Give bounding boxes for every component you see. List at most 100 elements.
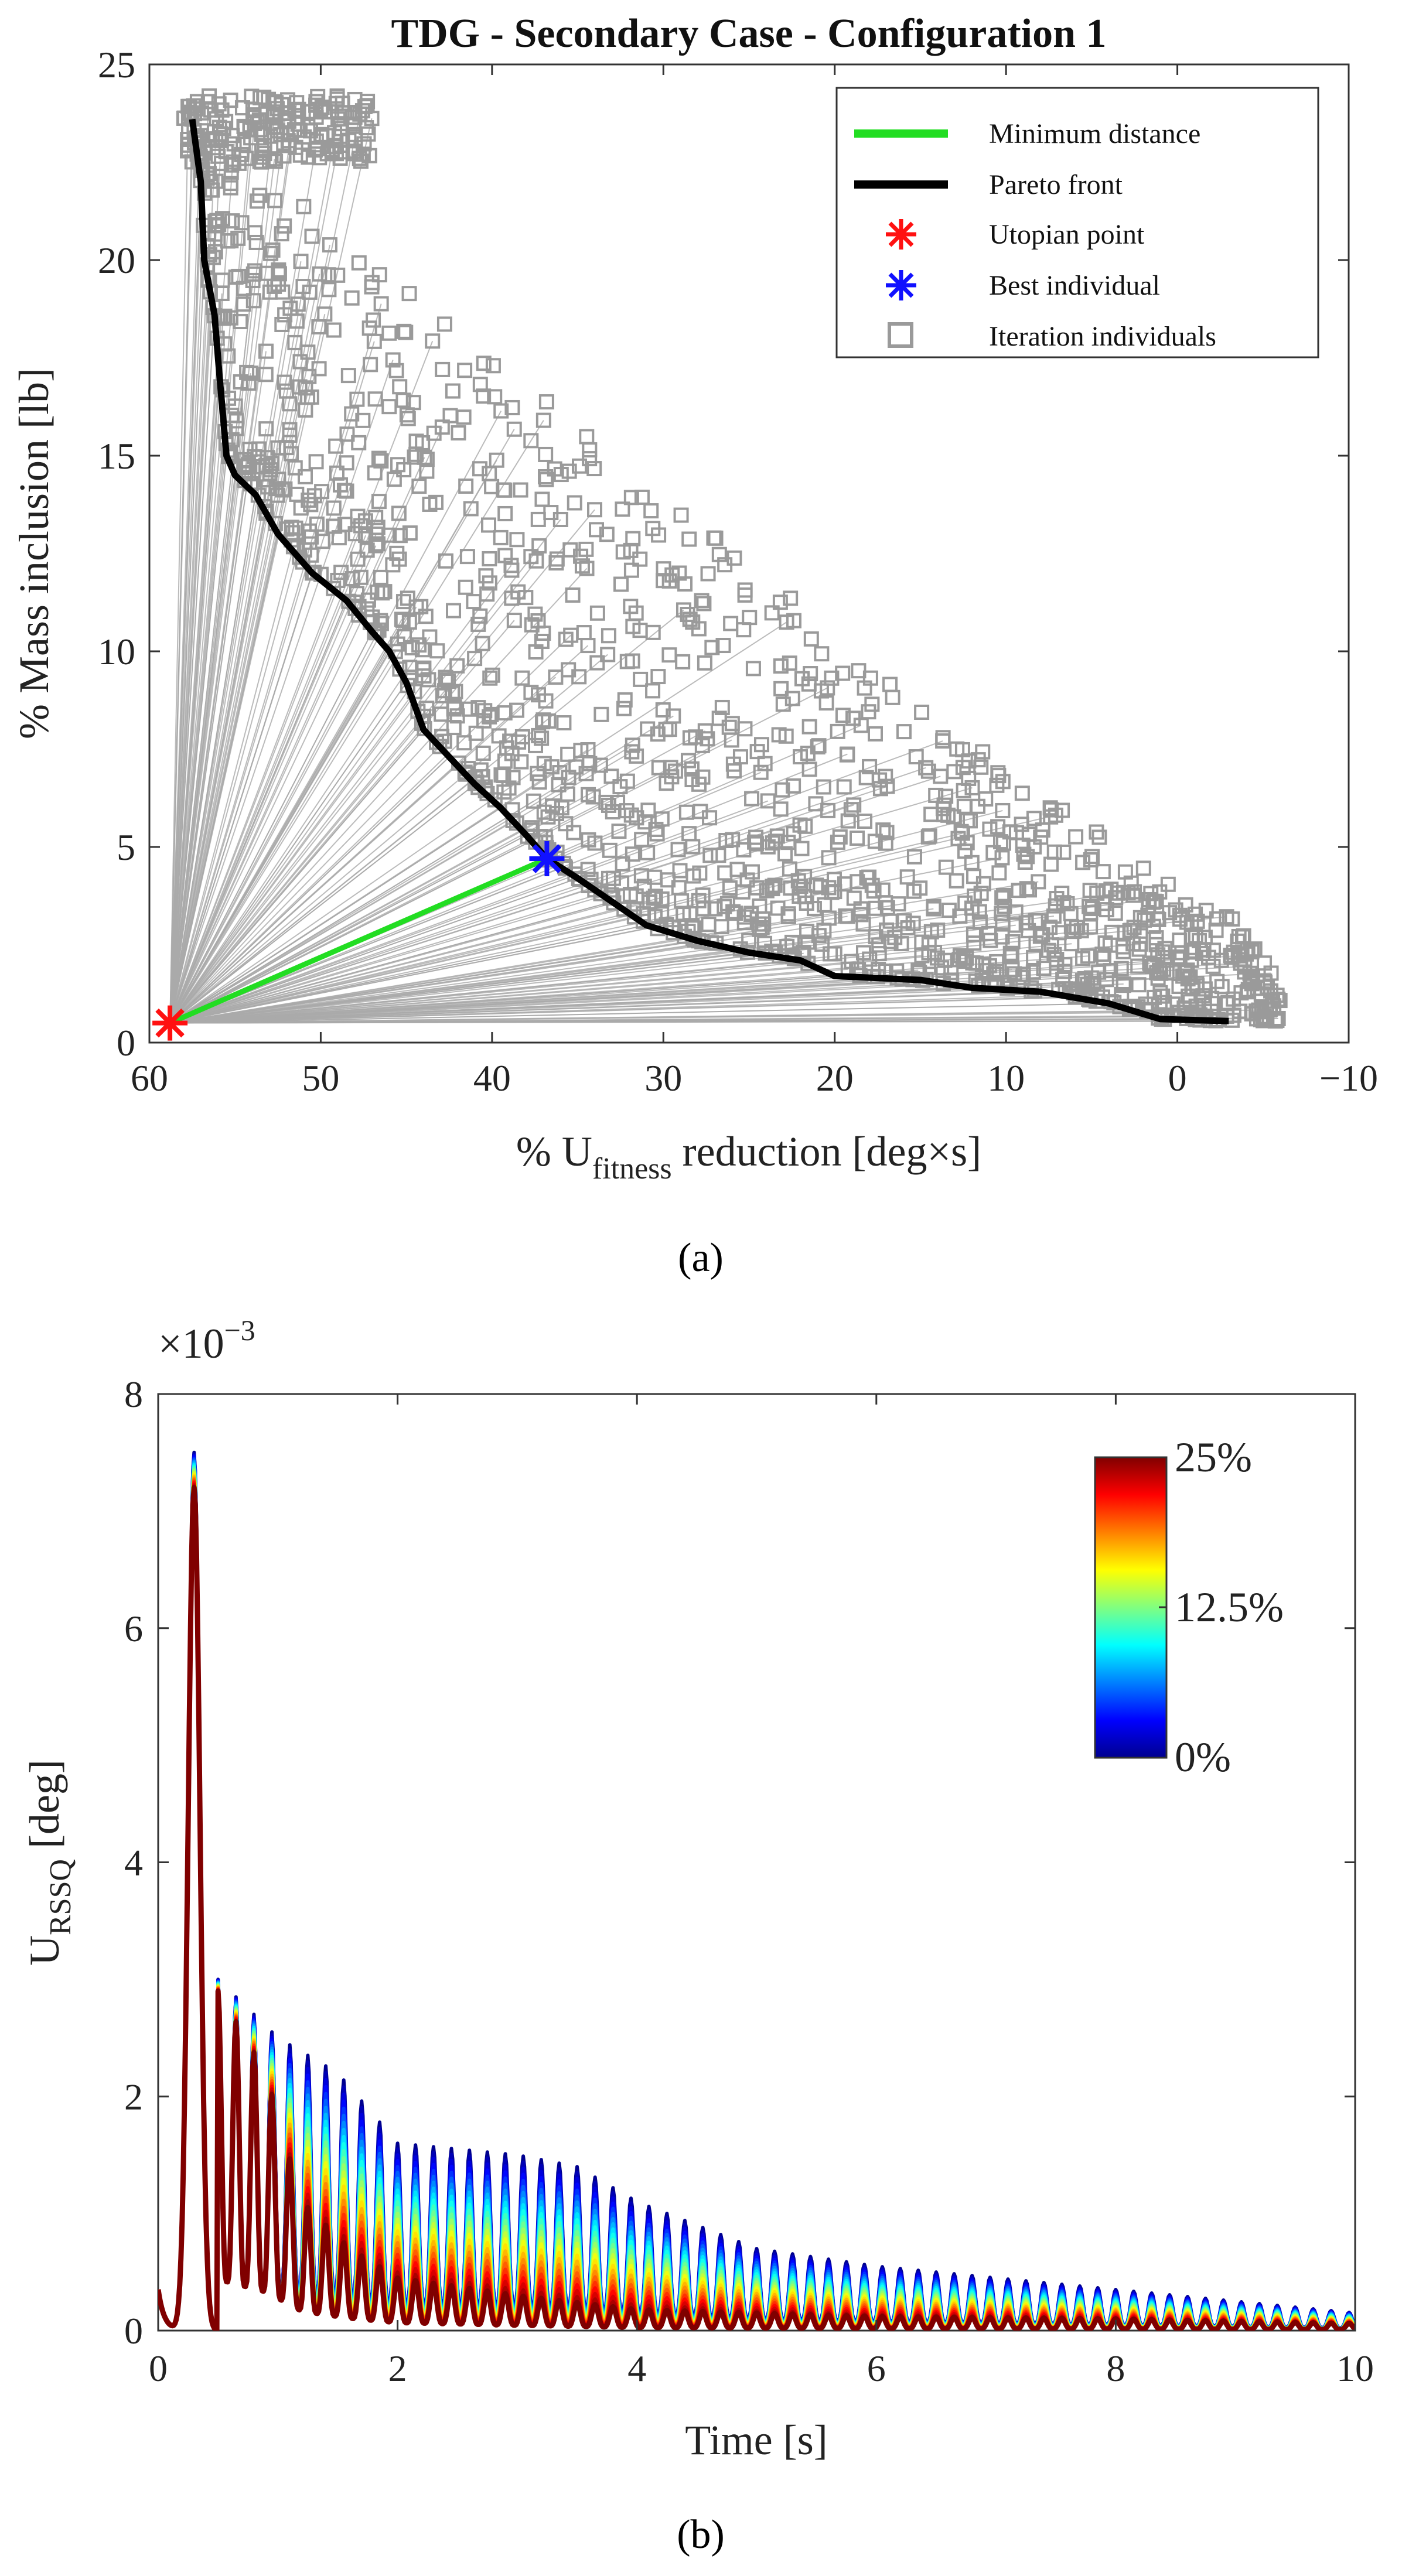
- iteration-individual-point: [1098, 883, 1114, 899]
- iteration-individual-point: [1015, 966, 1031, 982]
- iteration-individual-point: [214, 286, 230, 302]
- iteration-individual-point: [220, 348, 236, 364]
- ray-line: [170, 996, 1084, 1024]
- iteration-individual-point: [241, 375, 257, 391]
- iteration-individual-point: [434, 729, 450, 744]
- x-tick-label: 20: [816, 1057, 854, 1099]
- iteration-individual-point: [1046, 908, 1062, 924]
- y-tick-label: 25: [98, 44, 135, 86]
- iteration-individual-point: [407, 449, 422, 465]
- iteration-individual-point: [526, 793, 541, 809]
- iteration-individual-point: [857, 814, 873, 829]
- iteration-individual-point: [271, 276, 286, 292]
- ray-line: [169, 940, 698, 1024]
- iteration-individual-point: [840, 813, 856, 829]
- iteration-individual-point: [392, 379, 408, 395]
- iteration-individual-point: [1198, 903, 1214, 918]
- x-tick-label: 0: [1168, 1057, 1187, 1099]
- iteration-individual-point: [764, 605, 780, 621]
- iteration-individual-point: [938, 859, 954, 875]
- ray-line: [169, 636, 431, 1024]
- iteration-individual-point: [320, 267, 336, 283]
- legend-iteration-individuals-marker: [888, 322, 913, 348]
- iteration-individual-point: [1270, 1010, 1286, 1026]
- iteration-individual-point: [1150, 947, 1166, 963]
- iteration-individual-point: [1065, 924, 1081, 939]
- iteration-individual-point: [623, 807, 639, 823]
- iteration-individual-point: [209, 111, 224, 127]
- iteration-individual-point: [769, 828, 785, 844]
- iteration-individual-point: [438, 669, 453, 685]
- chart-a: TDG - Secondary Case - Configuration 1 6…: [11, 11, 1378, 1280]
- ray-line: [169, 753, 848, 1024]
- iteration-individual-point: [257, 146, 272, 162]
- iteration-individual-point: [392, 528, 408, 544]
- y-tick-label: 20: [98, 240, 135, 281]
- iteration-individual-point: [799, 924, 815, 939]
- iteration-individual-point: [946, 764, 962, 780]
- iteration-individual-point: [645, 683, 661, 699]
- ray-line: [169, 784, 476, 1024]
- iteration-individual-point: [487, 389, 503, 405]
- ray-line: [169, 519, 561, 1024]
- y-tick-label: 2: [124, 2076, 143, 2117]
- iteration-individual-point: [636, 879, 652, 894]
- iteration-individual-point: [514, 670, 530, 686]
- iteration-individual-point: [814, 646, 830, 662]
- ray-line: [169, 426, 443, 1024]
- iteration-individual-point: [472, 461, 488, 477]
- iteration-individual-point: [868, 929, 884, 945]
- iteration-individual-point: [707, 901, 723, 917]
- iteration-individual-point: [711, 710, 727, 726]
- iteration-individual-point: [263, 245, 279, 261]
- iteration-individual-point: [243, 365, 258, 381]
- iteration-individual-point: [1209, 973, 1225, 989]
- iteration-individual-point: [445, 383, 460, 399]
- iteration-individual-point: [628, 605, 644, 621]
- iteration-individual-point: [754, 920, 770, 935]
- iteration-individual-point: [435, 361, 451, 377]
- x-tick-label: 40: [473, 1057, 511, 1099]
- ray-line: [169, 729, 424, 1024]
- x-tick-label: 4: [627, 2348, 646, 2389]
- iteration-individual-point: [415, 435, 431, 450]
- iteration-individual-point: [935, 730, 951, 746]
- iteration-individual-point: [381, 527, 397, 543]
- iteration-individual-point: [381, 325, 397, 341]
- iteration-individual-point: [736, 842, 752, 857]
- iteration-individual-point: [605, 870, 621, 886]
- iteration-individual-point: [1086, 975, 1101, 991]
- ray-line: [169, 535, 367, 1023]
- iteration-individual-point: [1097, 935, 1113, 951]
- iteration-individual-point: [370, 536, 386, 552]
- iteration-individual-point: [615, 501, 630, 517]
- iteration-individual-point: [484, 479, 500, 494]
- iteration-individual-point: [717, 898, 732, 914]
- iteration-individual-point: [207, 244, 223, 259]
- chart-a-xlabel-sub: fitness: [592, 1152, 672, 1185]
- iteration-individual-point: [1048, 898, 1063, 914]
- iteration-individual-point: [312, 266, 328, 282]
- iteration-individual-point: [339, 426, 355, 442]
- iteration-individual-point: [820, 802, 836, 818]
- iteration-individual-point: [660, 872, 676, 888]
- iteration-individual-point: [415, 662, 431, 678]
- iteration-individual-point: [1005, 934, 1021, 949]
- iteration-individual-point: [684, 918, 700, 934]
- y-tick-label: 10: [98, 631, 135, 672]
- iteration-individual-point: [704, 640, 720, 655]
- iteration-individual-point: [678, 804, 694, 820]
- iteration-individual-point: [896, 724, 912, 740]
- iteration-individual-point: [851, 663, 867, 679]
- iteration-individual-point: [459, 549, 475, 565]
- chart-a-xlabel: % Ufitness reduction [deg×s]: [516, 1128, 981, 1185]
- iteration-individual-point: [681, 531, 697, 547]
- iteration-individual-point: [914, 705, 930, 720]
- iteration-individual-point: [753, 764, 769, 780]
- iteration-individual-point: [308, 133, 324, 149]
- iteration-individual-point: [482, 575, 497, 591]
- legend-utopian-point-label: Utopian point: [989, 219, 1145, 250]
- iteration-individual-point: [224, 213, 240, 229]
- iteration-individual-point: [940, 807, 956, 823]
- iteration-individual-point: [271, 472, 286, 487]
